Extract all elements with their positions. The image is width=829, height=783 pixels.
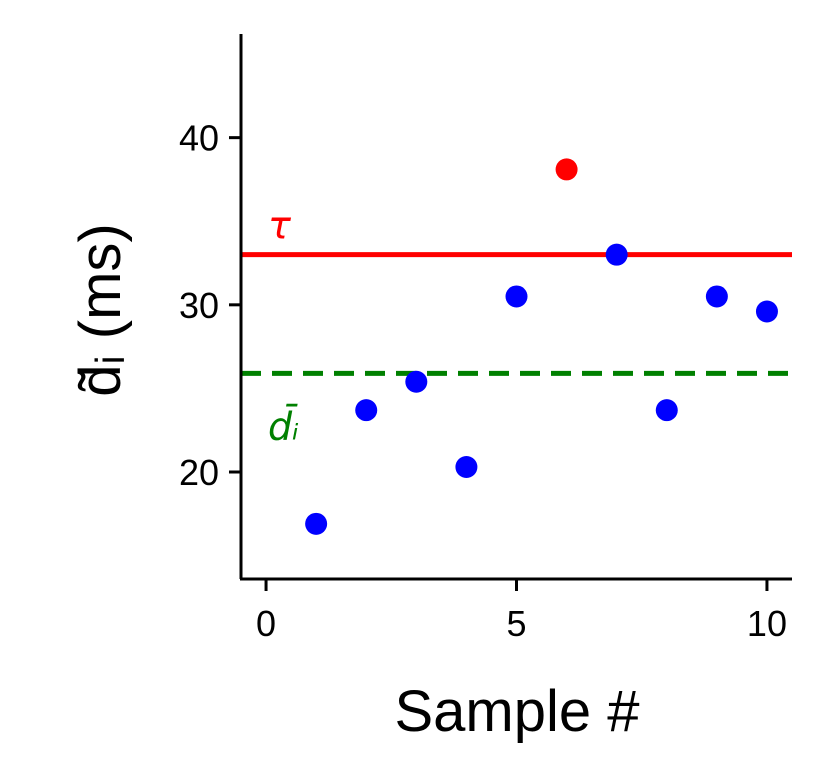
hline-label-1: d̄ᵢ <box>268 404 299 448</box>
hline-label-0: τ <box>268 204 292 248</box>
y-tick-label: 20 <box>179 452 219 493</box>
x-tick-label: 10 <box>747 603 787 644</box>
data-point <box>355 399 378 422</box>
data-point <box>455 455 478 478</box>
y-tick-label: 40 <box>179 118 219 159</box>
data-point <box>505 285 528 308</box>
reference-lines: τ d̄ᵢ <box>241 204 792 448</box>
ticks: 0 5 10 20 30 40 <box>179 118 787 644</box>
data-point <box>755 300 778 323</box>
y-axis-label: d̃ᵢ (ms) <box>68 223 133 396</box>
x-tick-label: 5 <box>506 603 526 644</box>
data-point <box>605 243 628 266</box>
x-axis-label: Sample # <box>394 679 639 744</box>
x-tick-label: 0 <box>256 603 276 644</box>
data-point <box>405 370 428 393</box>
data-point <box>305 512 328 535</box>
data-points <box>305 158 778 535</box>
data-point <box>655 399 678 422</box>
y-tick-label: 30 <box>179 285 219 326</box>
data-point <box>705 285 728 308</box>
data-point <box>555 158 578 181</box>
